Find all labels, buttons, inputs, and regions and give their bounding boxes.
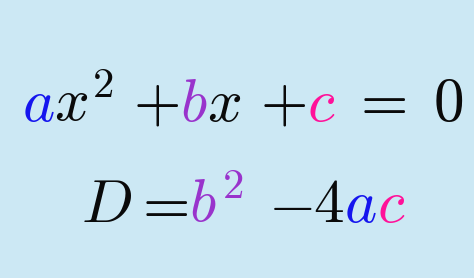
- Text: $b^2$: $b^2$: [189, 175, 243, 235]
- Text: $c$: $c$: [377, 175, 405, 235]
- Text: $x^2$: $x^2$: [54, 74, 114, 134]
- Text: $a$: $a$: [344, 175, 377, 235]
- Text: $x$: $x$: [207, 74, 241, 134]
- Text: $a$: $a$: [21, 74, 54, 134]
- Text: $c$: $c$: [307, 74, 336, 134]
- Text: $4$: $4$: [313, 175, 344, 235]
- Text: $b$: $b$: [180, 74, 207, 134]
- Text: $\,+\,$: $\,+\,$: [241, 74, 307, 134]
- Text: $\;=\;0$: $\;=\;0$: [336, 74, 465, 134]
- Text: $D\;$: $D\;$: [81, 175, 132, 235]
- Text: $=\;$: $=\;$: [132, 175, 189, 235]
- Text: $\;-\;$: $\;-\;$: [243, 175, 313, 235]
- Text: $\,+\,$: $\,+\,$: [114, 74, 180, 134]
